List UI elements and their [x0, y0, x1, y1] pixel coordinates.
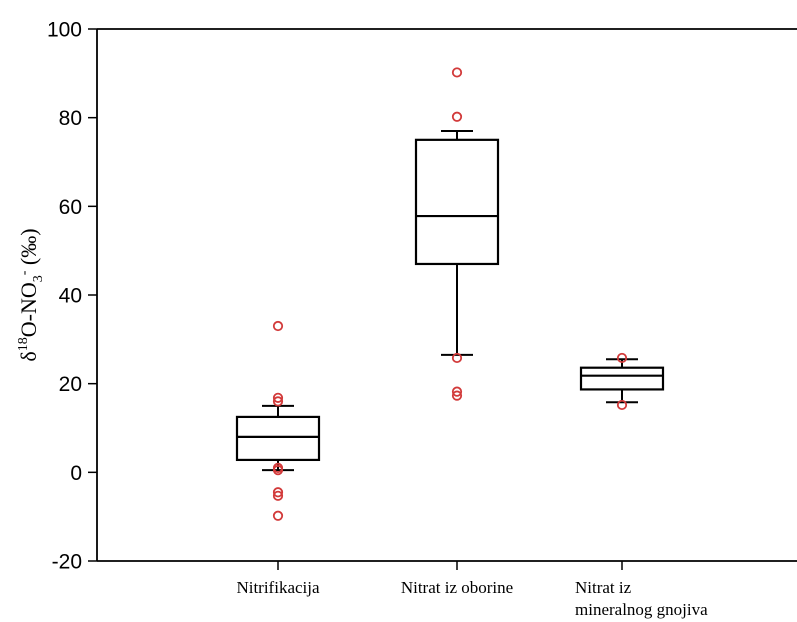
y-axis-title: δ18O-NO3- (‰)	[16, 228, 46, 361]
outlier-point	[451, 352, 463, 364]
box-group	[579, 352, 665, 411]
y-tick-label: -20	[52, 551, 82, 574]
y-tick-label: 60	[59, 196, 82, 219]
outlier-point	[272, 510, 284, 521]
y-axis-title-part: 3	[31, 275, 46, 282]
y-axis-title-part: O-NO	[16, 282, 41, 337]
box-group	[414, 67, 500, 401]
y-tick-label: 80	[59, 107, 82, 130]
y-axis: -20 0 20 40 60 80 100	[47, 19, 97, 574]
box-iqr	[579, 366, 665, 391]
y-axis-title-part: -	[17, 270, 32, 275]
outlier-point	[616, 352, 628, 364]
x-tick-label-line: Nitrat iz	[575, 578, 632, 597]
y-tick-label: 0	[70, 462, 82, 485]
y-tick-label: 100	[47, 19, 82, 42]
x-tick-label: Nitrifikacija	[236, 578, 320, 597]
box-iqr	[235, 415, 321, 462]
outlier-point	[272, 490, 284, 501]
y-tick-label: 20	[59, 373, 82, 396]
outlier-point	[616, 399, 628, 411]
x-tick-label-line: Nitrifikacija	[236, 578, 320, 597]
x-tick-label: Nitrat iz oborine	[401, 578, 513, 597]
x-tick-label: Nitrat iz mineralnog gnojiva	[575, 578, 708, 619]
outlier-point	[272, 392, 284, 403]
plot-area	[96, 28, 797, 562]
outlier-point	[451, 386, 463, 397]
outlier-point	[272, 320, 284, 332]
y-axis-title-part: 18	[16, 337, 31, 351]
boxes-layer	[235, 67, 665, 521]
y-axis-title-part: δ	[16, 351, 41, 361]
outlier-point	[272, 465, 284, 476]
box-group	[235, 320, 321, 521]
x-tick-label-line: mineralnog gnojiva	[575, 600, 708, 619]
outlier-point	[451, 111, 463, 122]
outlier-point	[451, 390, 463, 401]
outlier-point	[272, 487, 284, 498]
x-axis: Nitrifikacija Nitrat iz oborine Nitrat iz m…	[236, 561, 708, 619]
x-tick-label-line: Nitrat iz oborine	[401, 578, 513, 597]
outlier-point	[272, 396, 284, 407]
y-tick-label: 40	[59, 285, 82, 308]
outlier-point	[451, 67, 463, 78]
box-iqr	[414, 138, 500, 266]
y-axis-title-part: (‰)	[16, 228, 41, 270]
